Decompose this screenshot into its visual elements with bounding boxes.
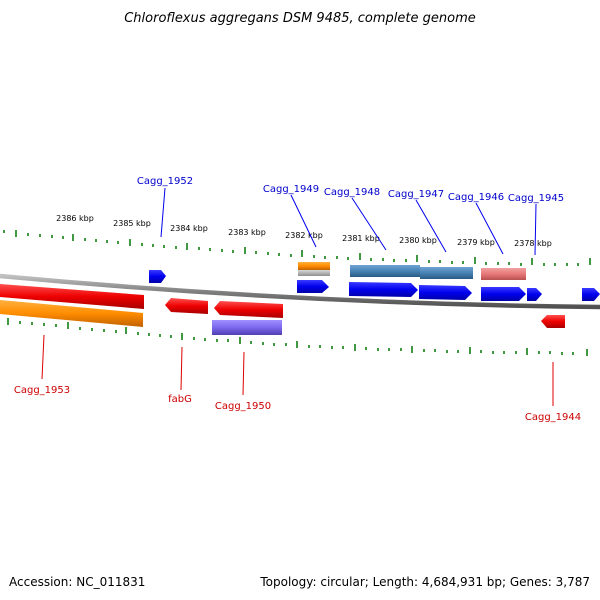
gene-arrow-cagg-1946[interactable]: [481, 287, 526, 301]
tick-label: 2386 kbp: [56, 214, 94, 223]
feature-cagg-1946-salmon[interactable]: [481, 268, 526, 280]
tick-label: 2381 kbp: [342, 234, 380, 243]
tick-label: 2378 kbp: [514, 239, 552, 248]
feature-cagg-1948-steel[interactable]: [350, 265, 420, 277]
label-cagg-1952[interactable]: Cagg_1952: [137, 176, 193, 187]
leader-fabg: [180, 346, 183, 391]
tick-label: 2384 kbp: [170, 224, 208, 233]
gene-arrow-cagg-1949[interactable]: [297, 280, 329, 293]
map-title: Chloroflexus aggregans DSM 9485, complet…: [124, 11, 476, 26]
gene-arrow-edge[interactable]: [582, 288, 600, 301]
label-cagg-1946[interactable]: Cagg_1946: [448, 192, 504, 203]
gene-bar-cagg-1953-red[interactable]: [0, 284, 144, 309]
lower-tick-ruler: [7, 318, 588, 356]
feature-cagg-1947-steel[interactable]: [420, 267, 473, 279]
gene-arrow-cagg-1950[interactable]: [214, 301, 283, 318]
reverse-features: [0, 284, 565, 335]
tick-label: 2379 kbp: [457, 238, 495, 247]
label-cagg-1953[interactable]: Cagg_1953: [14, 385, 70, 396]
label-cagg-1947[interactable]: Cagg_1947: [388, 189, 444, 200]
genome-backbone: [0, 273, 600, 310]
leader-cagg-1953: [41, 334, 45, 380]
label-cagg-1949[interactable]: Cagg_1949: [263, 184, 319, 195]
leader-cagg-1948: [351, 197, 387, 251]
leader-cagg-1950: [242, 351, 245, 396]
leader-cagg-1945: [534, 203, 537, 256]
feature-cagg-1950-purple[interactable]: [212, 320, 282, 335]
gene-arrow-cagg-1944[interactable]: [541, 315, 565, 328]
accession-text: Accession: NC_011831: [9, 575, 145, 589]
gene-arrow-fabg[interactable]: [165, 298, 208, 314]
label-fabg[interactable]: fabG: [168, 394, 192, 405]
label-cagg-1944[interactable]: Cagg_1944: [525, 412, 581, 423]
feature-cagg-1949-orange[interactable]: [298, 262, 330, 270]
leader-cagg-1952: [160, 187, 166, 238]
leader-cagg-1949: [290, 194, 317, 248]
tick-label: 2385 kbp: [113, 219, 151, 228]
tick-labels: 2386 kbp 2385 kbp 2384 kbp 2383 kbp 2382…: [56, 214, 552, 248]
feature-cagg-1949-gray[interactable]: [298, 270, 330, 276]
label-cagg-1945[interactable]: Cagg_1945: [508, 193, 564, 204]
tick-label: 2382 kbp: [285, 231, 323, 240]
bottom-gene-labels: Cagg_1953 fabG Cagg_1950 Cagg_1944: [14, 334, 581, 423]
feature-cagg-1953-orange[interactable]: [0, 300, 143, 327]
gene-arrow-cagg-1948[interactable]: [349, 282, 418, 297]
label-cagg-1950[interactable]: Cagg_1950: [215, 401, 271, 412]
leader-cagg-1946: [475, 202, 504, 255]
tick-label: 2380 kbp: [399, 236, 437, 245]
gene-arrow-cagg-1945[interactable]: [527, 288, 542, 301]
top-gene-labels: Cagg_1952 Cagg_1949 Cagg_1948 Cagg_1947 …: [137, 176, 564, 256]
leader-cagg-1947: [415, 199, 447, 253]
gene-arrow-cagg-1952[interactable]: [149, 270, 166, 283]
gene-arrow-cagg-1947[interactable]: [419, 285, 472, 300]
label-cagg-1948[interactable]: Cagg_1948: [324, 187, 380, 198]
tick-label: 2383 kbp: [228, 228, 266, 237]
upper-tick-ruler: [3, 230, 591, 266]
topology-text: Topology: circular; Length: 4,684,931 bp…: [259, 575, 590, 589]
forward-features: [149, 262, 600, 301]
